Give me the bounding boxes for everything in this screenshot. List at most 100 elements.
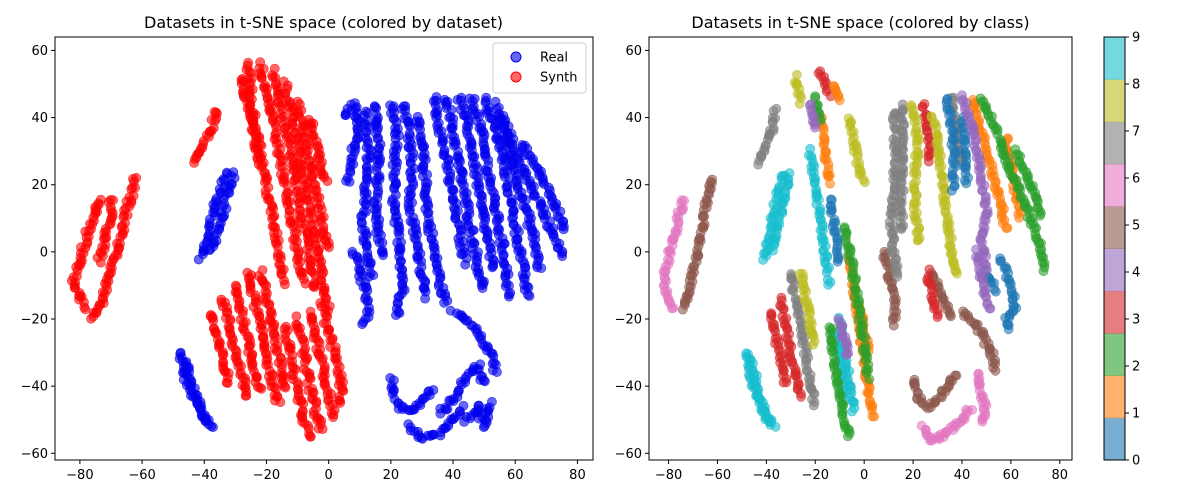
y-tick-label: −20 [615, 313, 642, 328]
point-synth [86, 313, 96, 324]
x-tick-label: 80 [569, 468, 586, 483]
point-class-1 [1014, 212, 1025, 223]
point-real [460, 259, 471, 270]
point-synth [189, 157, 199, 168]
y-tick-label: −60 [21, 447, 48, 462]
point-real [203, 419, 214, 430]
point-real [428, 385, 439, 395]
legend-marker-synth [510, 71, 522, 83]
point-class-7 [753, 159, 764, 170]
point-class-9 [766, 416, 777, 427]
colorbar-tick-label: 2 [1132, 360, 1140, 375]
x-tick-label: −60 [128, 468, 155, 483]
point-class-9 [784, 168, 795, 178]
point-class-4 [810, 122, 820, 133]
point-real [491, 367, 502, 377]
point-class-8 [808, 339, 818, 350]
colorbar: 0 1 2 3 4 5 6 7 8 9 [1103, 31, 1140, 469]
legend: Real Synth [492, 42, 587, 94]
point-class-5 [990, 365, 1001, 376]
colorbar-cell [1104, 290, 1125, 334]
colorbar-cell [1104, 248, 1125, 292]
point-synth [255, 382, 265, 393]
colorbar-tick-label: 0 [1132, 454, 1140, 469]
y-tick-label: −60 [615, 447, 642, 462]
point-class-3 [932, 312, 943, 322]
plot-frame-class [648, 36, 1073, 461]
legend-label-real: Real [540, 51, 568, 66]
point-real [558, 224, 569, 235]
point-real [357, 319, 368, 330]
x-tick-label: 0 [860, 468, 868, 483]
point-synth [305, 431, 316, 442]
colorbar-tick-label: 6 [1132, 172, 1140, 187]
colorbar-cell [1104, 121, 1125, 165]
colorbar-cell [1104, 37, 1125, 80]
point-real [378, 250, 388, 260]
point-class-5 [946, 311, 956, 322]
y-tick-label: 20 [625, 178, 642, 193]
point-real [557, 251, 568, 262]
colorbar-tick-label: 8 [1132, 78, 1140, 93]
y-tick-label: 60 [625, 44, 642, 59]
point-real [420, 293, 430, 304]
point-real [477, 283, 488, 293]
x-tick-label: 0 [325, 468, 333, 483]
point-real [439, 297, 449, 308]
chart-title-class: Datasets in t-SNE space (colored by clas… [691, 13, 1029, 32]
point-synth [275, 397, 286, 407]
colorbar-cell [1104, 375, 1125, 419]
point-class-1 [825, 178, 835, 189]
point-class-5 [677, 304, 688, 315]
point-synth [322, 176, 333, 186]
colorbar-cells [1104, 37, 1125, 461]
point-class-0 [1003, 324, 1014, 335]
x-axis-dataset: −80 −60 −40 −20 0 20 40 60 80 [66, 460, 586, 483]
point-class-0 [990, 286, 1001, 297]
point-class-8 [860, 177, 870, 188]
point-real [458, 400, 469, 411]
point-class-1 [867, 411, 878, 422]
point-class-6 [667, 303, 677, 314]
x-tick-label: −40 [191, 468, 218, 483]
point-class-3 [778, 377, 789, 388]
point-class-7 [808, 400, 819, 411]
point-real [391, 310, 401, 321]
point-class-1 [834, 95, 845, 106]
point-real [486, 396, 497, 407]
point-class-6 [967, 404, 977, 415]
point-class-0 [832, 256, 843, 267]
colorbar-cell [1104, 163, 1125, 207]
colorbar-tick-label: 4 [1132, 266, 1140, 281]
point-real [479, 376, 490, 387]
point-class-5 [888, 320, 899, 331]
point-synth [221, 377, 232, 388]
x-axis-class: −80 −60 −40 −20 0 20 40 60 80 [655, 460, 1068, 483]
point-synth [328, 412, 338, 423]
point-class-9 [847, 406, 857, 417]
point-class-0 [961, 178, 972, 189]
x-tick-label: 60 [507, 468, 524, 483]
point-class-8 [913, 235, 923, 245]
point-class-6 [977, 416, 988, 427]
point-real [536, 263, 547, 273]
y-tick-label: 60 [31, 44, 48, 59]
x-tick-label: −80 [655, 468, 682, 483]
colorbar-cell [1104, 79, 1125, 123]
y-tick-label: 40 [625, 111, 642, 126]
x-tick-label: 20 [383, 468, 400, 483]
y-tick-label: −40 [615, 380, 642, 395]
panel-dataset: Datasets in t-SNE space (colored by data… [21, 13, 594, 483]
x-tick-label: −40 [753, 468, 780, 483]
point-class-1 [1002, 222, 1013, 233]
plot-frame-dataset [54, 36, 594, 461]
scatter-points-class [658, 66, 1050, 446]
point-class-3 [923, 156, 934, 167]
legend-label-synth: Synth [540, 71, 578, 86]
point-class-2 [1038, 266, 1049, 277]
y-tick-label: 40 [31, 111, 48, 126]
x-tick-label: 40 [445, 468, 462, 483]
colorbar-ticks: 0 1 2 3 4 5 6 7 8 9 [1125, 31, 1140, 469]
